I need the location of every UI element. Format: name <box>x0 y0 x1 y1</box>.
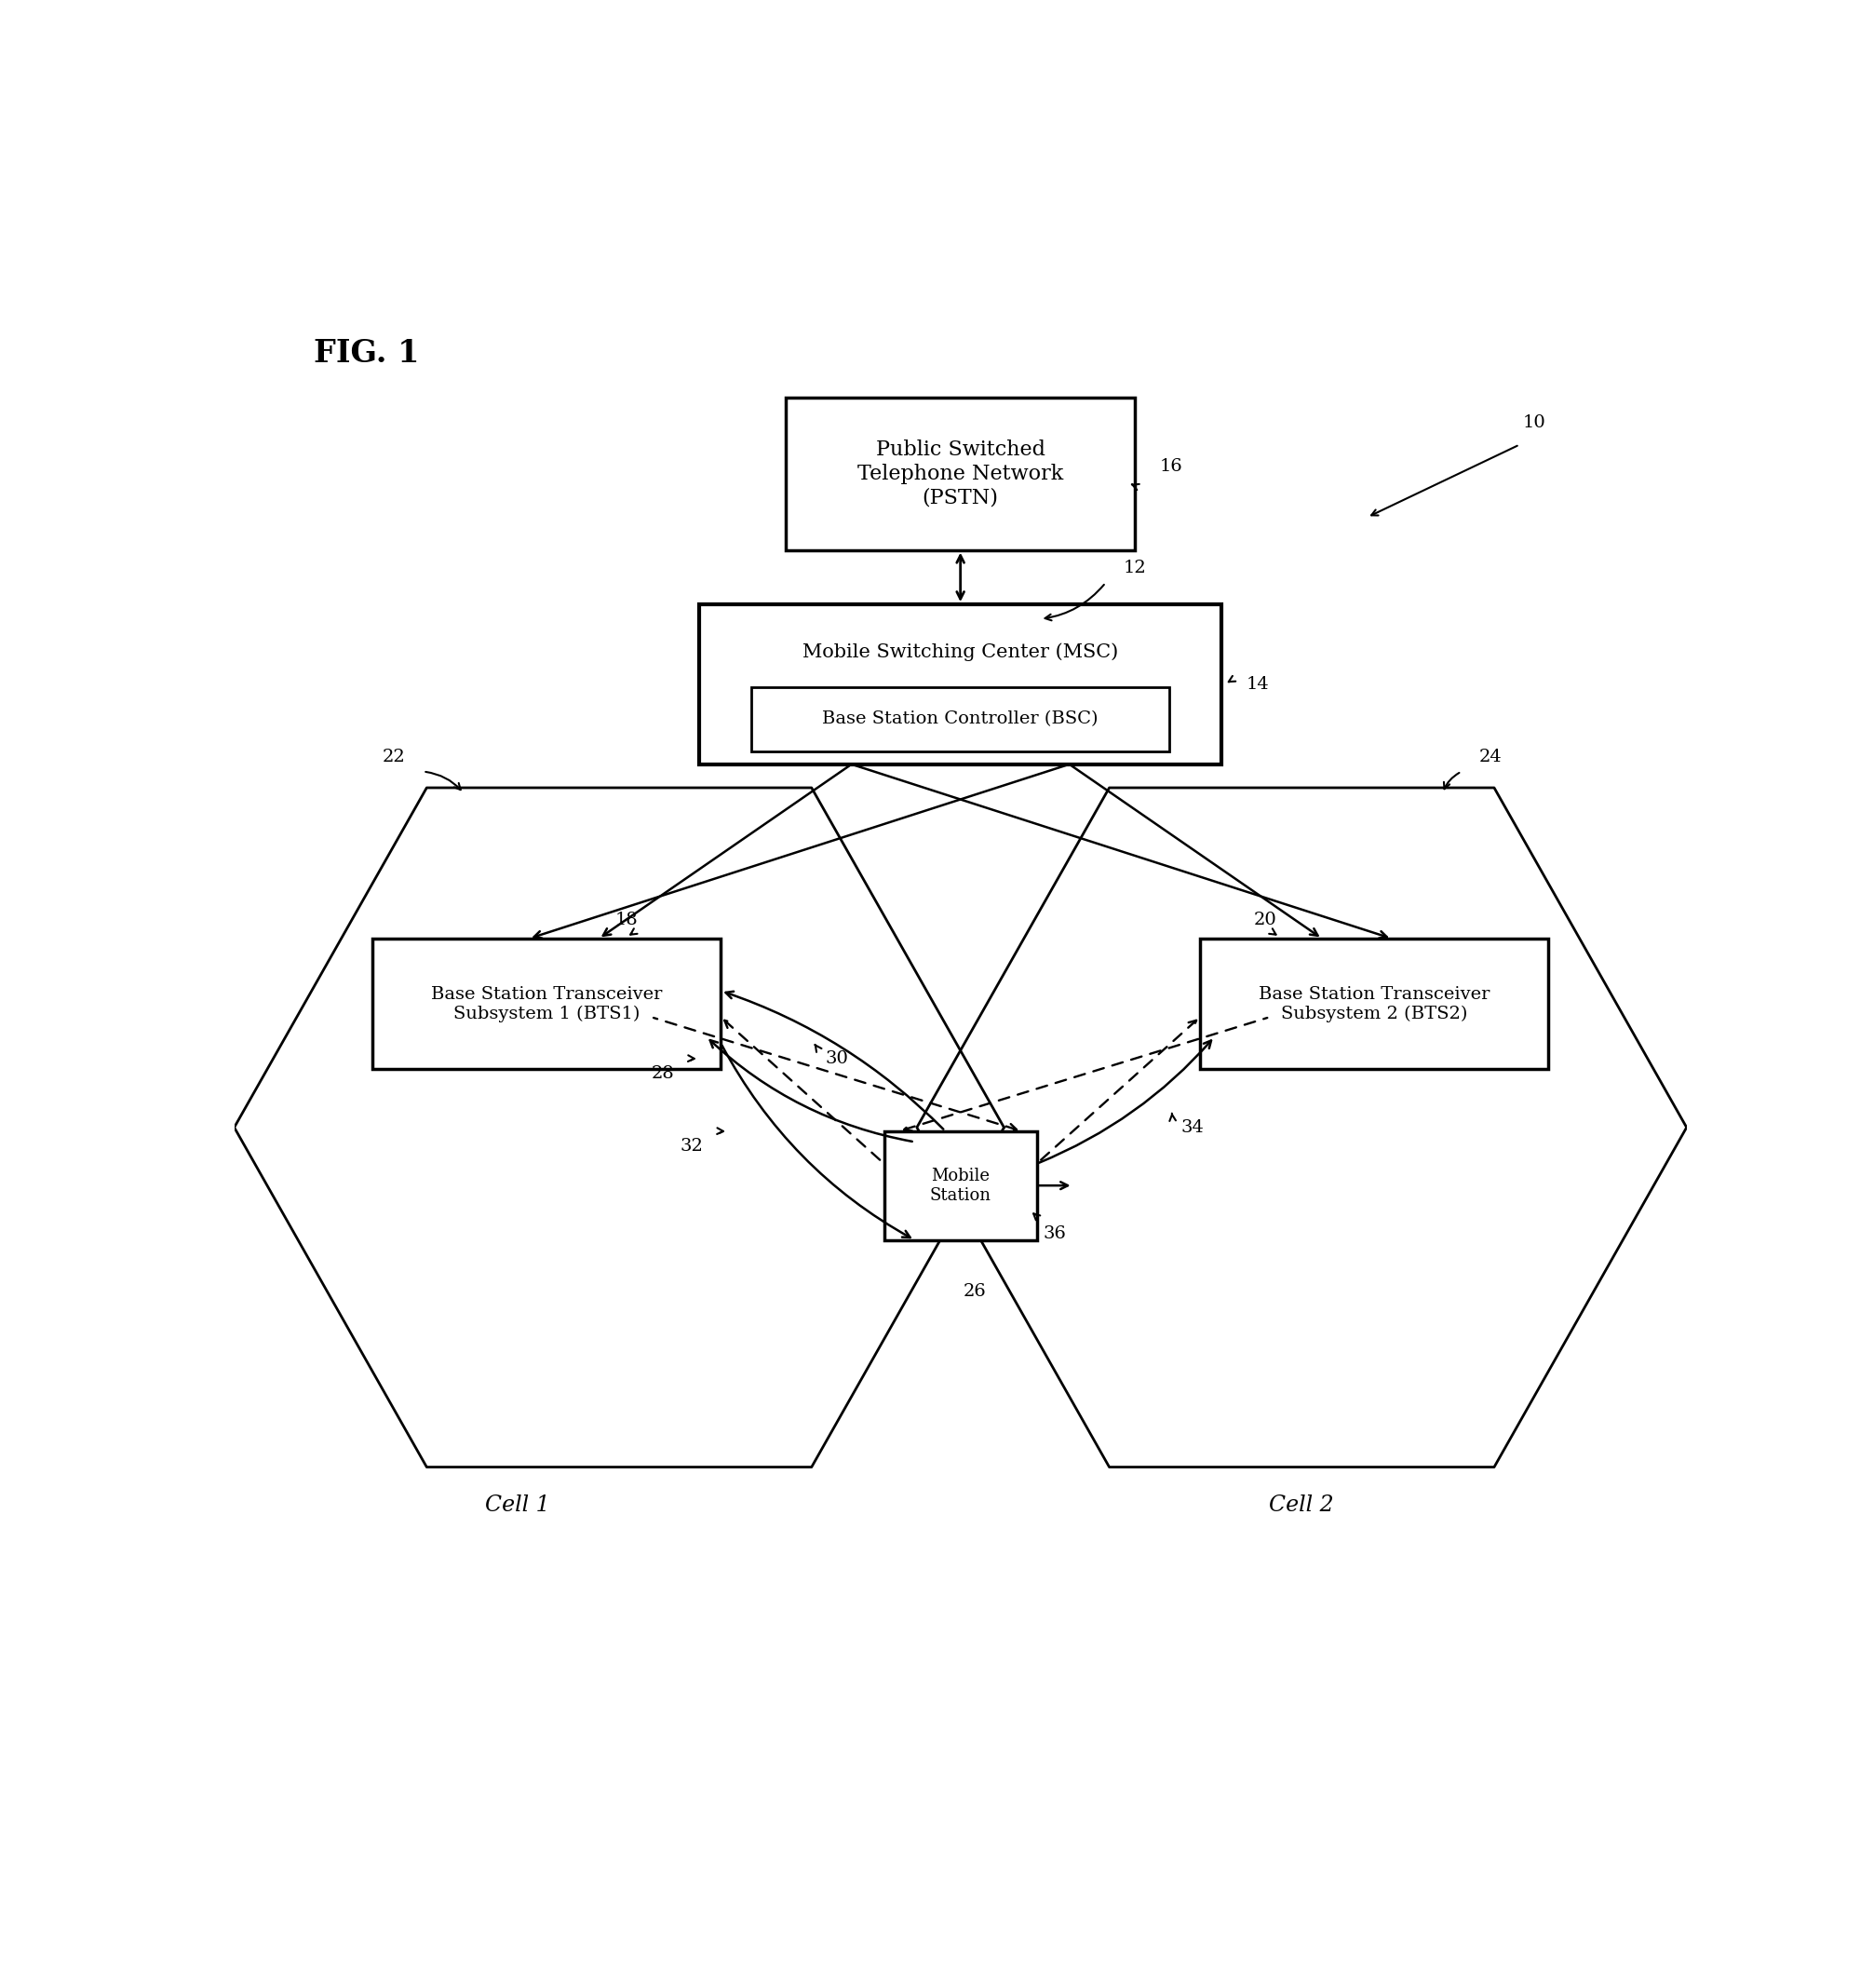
FancyArrowPatch shape <box>654 1018 1016 1131</box>
FancyArrowPatch shape <box>815 1044 821 1052</box>
Bar <box>699 604 1222 763</box>
Text: Public Switched
Telephone Network
(PSTN): Public Switched Telephone Network (PSTN) <box>858 439 1063 507</box>
Text: 28: 28 <box>650 1066 675 1081</box>
FancyArrowPatch shape <box>1269 928 1276 934</box>
Text: 36: 36 <box>1044 1225 1066 1242</box>
Text: 30: 30 <box>825 1052 849 1068</box>
FancyArrowPatch shape <box>958 555 963 598</box>
Text: FIG. 1: FIG. 1 <box>315 338 420 368</box>
Bar <box>787 398 1136 551</box>
FancyArrowPatch shape <box>721 1046 911 1237</box>
FancyArrowPatch shape <box>1372 445 1518 515</box>
Text: 18: 18 <box>615 911 637 928</box>
Text: 14: 14 <box>1246 676 1271 692</box>
Text: 34: 34 <box>1181 1119 1205 1135</box>
Text: 12: 12 <box>1123 561 1147 577</box>
Text: Base Station Controller (BSC): Base Station Controller (BSC) <box>823 712 1098 728</box>
Bar <box>1199 938 1548 1070</box>
Text: 32: 32 <box>680 1137 703 1155</box>
FancyArrowPatch shape <box>1169 1113 1175 1121</box>
Text: 10: 10 <box>1522 414 1546 431</box>
FancyArrowPatch shape <box>905 1018 1267 1131</box>
Text: Cell 1: Cell 1 <box>485 1495 549 1515</box>
Text: 20: 20 <box>1254 911 1276 928</box>
Text: Mobile
Station: Mobile Station <box>930 1167 991 1203</box>
Bar <box>885 1131 1036 1241</box>
FancyArrowPatch shape <box>725 1020 883 1163</box>
FancyArrowPatch shape <box>1038 1020 1196 1163</box>
FancyArrowPatch shape <box>1229 676 1235 682</box>
Text: 24: 24 <box>1479 749 1503 765</box>
FancyArrowPatch shape <box>1072 765 1317 936</box>
Text: Mobile Switching Center (MSC): Mobile Switching Center (MSC) <box>802 644 1119 662</box>
FancyArrowPatch shape <box>630 928 637 934</box>
FancyArrowPatch shape <box>710 1040 913 1141</box>
FancyArrowPatch shape <box>1040 1183 1068 1189</box>
FancyArrowPatch shape <box>725 992 943 1129</box>
Text: 26: 26 <box>963 1282 986 1300</box>
FancyArrowPatch shape <box>1038 1040 1211 1163</box>
FancyArrowPatch shape <box>425 771 461 789</box>
FancyArrowPatch shape <box>534 765 1066 938</box>
FancyArrowPatch shape <box>1033 1213 1040 1221</box>
FancyArrowPatch shape <box>1443 773 1460 789</box>
Bar <box>373 938 721 1070</box>
Text: 22: 22 <box>382 749 405 765</box>
FancyArrowPatch shape <box>1132 485 1139 489</box>
FancyArrowPatch shape <box>718 1127 723 1133</box>
FancyArrowPatch shape <box>603 765 849 936</box>
FancyArrowPatch shape <box>855 765 1387 938</box>
Text: 16: 16 <box>1160 457 1182 475</box>
Text: Base Station Transceiver
Subsystem 1 (BTS1): Base Station Transceiver Subsystem 1 (BT… <box>431 986 662 1022</box>
Text: Cell 2: Cell 2 <box>1269 1495 1334 1515</box>
FancyArrowPatch shape <box>688 1056 693 1062</box>
FancyArrowPatch shape <box>1046 584 1104 620</box>
Text: Base Station Transceiver
Subsystem 2 (BTS2): Base Station Transceiver Subsystem 2 (BT… <box>1259 986 1490 1022</box>
Bar <box>751 688 1169 751</box>
